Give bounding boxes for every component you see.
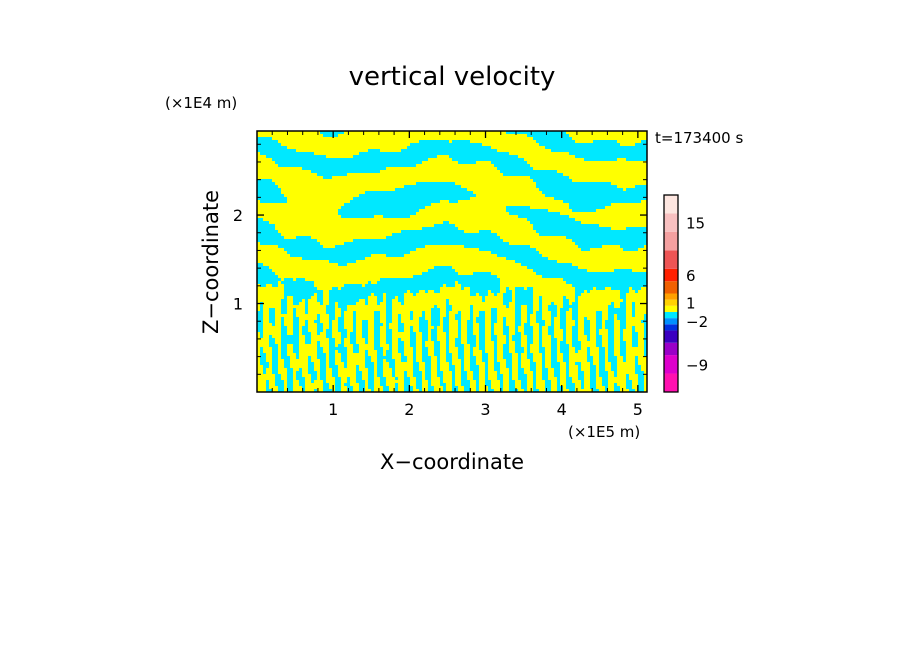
colorbar: 15 6 1−2 −9 [663, 194, 708, 393]
colorbar-band [664, 318, 678, 325]
y-axis-label: Z−coordinate [199, 190, 223, 334]
time-label: t=173400 s [655, 129, 743, 147]
colorbar-band [664, 355, 678, 374]
colorbar-band [664, 299, 678, 306]
colorbar-tick-label: −9 [686, 356, 708, 374]
plot-frame [256, 130, 648, 393]
colorbar-band [664, 324, 678, 331]
colorbar-frame [663, 194, 679, 393]
colorbar-band [664, 293, 678, 300]
contour-plot [257, 131, 647, 392]
colorbar-tick-label: −2 [686, 313, 708, 331]
positive-velocity-region [257, 131, 647, 392]
x-axis: 1 2 3 4 5 [271, 131, 643, 419]
colorbar-band [664, 250, 678, 269]
colorbar-band [664, 342, 678, 356]
colorbar-band [664, 373, 678, 392]
colorbar-band [664, 195, 678, 214]
chart-title: vertical velocity [349, 62, 556, 92]
colorbar-band [664, 330, 678, 343]
colorbar-band [664, 231, 678, 251]
y-unit-label: (×1E4 m) [165, 94, 237, 112]
colorbar-tick-label: 6 [686, 267, 696, 285]
x-unit-label: (×1E5 m) [568, 423, 640, 441]
y-axis: 12 [233, 143, 647, 375]
x-tick-label: 1 [328, 400, 338, 419]
colorbar-band [664, 268, 678, 282]
x-tick-label: 5 [633, 400, 643, 419]
colorbar-band [664, 311, 678, 319]
y-tick-label: 1 [233, 295, 243, 314]
colorbar-tick-label: 15 [686, 215, 705, 233]
x-tick-label: 3 [480, 400, 490, 419]
y-tick-label: 2 [233, 206, 243, 225]
colorbar-band [664, 281, 678, 294]
colorbar-band [664, 213, 678, 232]
x-axis-label: X−coordinate [380, 450, 524, 474]
colorbar-tick-label: 1 [686, 295, 696, 313]
colorbar-band [664, 305, 678, 312]
x-tick-label: 2 [404, 400, 414, 419]
x-tick-label: 4 [557, 400, 567, 419]
